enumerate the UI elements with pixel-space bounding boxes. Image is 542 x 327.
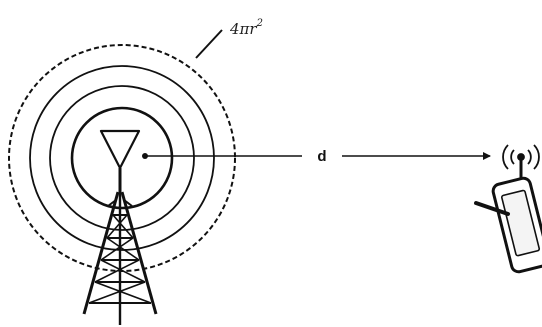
wave-ring-outer (29, 65, 215, 251)
phone-screen (500, 189, 541, 257)
signal-waves-icon (502, 144, 540, 170)
distance-arrow (142, 152, 491, 160)
mobile-phone-icon (474, 144, 542, 274)
antenna-triangle-icon (99, 129, 141, 170)
tower-icon (82, 129, 158, 325)
area-formula-label: 4πr2 (229, 18, 263, 38)
area-leader-line (195, 29, 223, 59)
wave-ring-middle (49, 85, 195, 231)
area-formula-exponent: 2 (256, 18, 263, 29)
area-formula-base: 4πr (229, 20, 257, 38)
wave-ring-inner (70, 106, 174, 210)
distance-label: d (317, 148, 326, 165)
